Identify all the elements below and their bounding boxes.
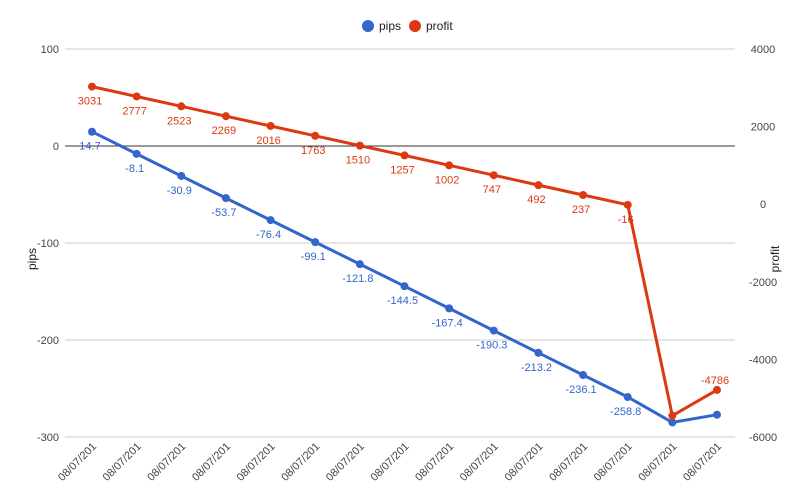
profit-data-label: 1510 [346,155,370,167]
pips-point [177,171,186,180]
pips-point [132,149,141,158]
profit-data-label: 2777 [122,105,146,117]
pips-point [623,393,632,402]
pips-point [355,260,364,269]
pips-data-label: -236.1 [565,384,596,396]
profit-point [400,151,409,160]
x-axis-ticks: 08/07/201 08/07/201 08/07/201 08/07/201 08/0… [56,441,724,484]
profit-point [177,102,186,111]
x-tick-label: 08/07/201 [681,441,724,484]
profit-point [88,82,96,91]
profit-point [579,191,588,200]
profit-data-label: -16 [618,214,634,226]
pips-point [221,194,230,203]
left-tick-label: 0 [53,141,59,153]
profit-data-label: 2016 [256,135,280,147]
profit-data-label: 2523 [167,115,191,127]
profit-point [445,161,454,170]
pips-point [713,410,721,419]
x-tick-label: 08/07/201 [101,441,144,484]
profit-point [534,181,543,190]
pips-point [668,418,677,427]
x-tick-label: 08/07/201 [592,441,635,484]
pips-point [489,326,498,335]
pips-data-label: -213.2 [521,362,552,374]
x-tick-label: 08/07/201 [190,441,233,484]
pips-point [266,216,275,225]
pips-data-label: -53.7 [211,207,236,219]
legend-pips-marker [362,20,374,32]
x-tick-label: 08/07/201 [636,441,679,484]
profit-data-label: -4786 [701,375,729,387]
x-tick-label: 08/07/201 [145,441,188,484]
pips-point [534,348,543,357]
profit-point [623,200,632,209]
right-tick-label: 4000 [751,44,775,56]
pips-data-label: -121.8 [342,273,373,285]
profit-data-label: 1257 [390,164,414,176]
profit-point [132,92,141,101]
pips-point [88,127,96,136]
profit-data-label: 492 [527,194,545,206]
right-tick-label: -2000 [749,277,777,289]
profit-point [311,131,320,140]
pips-data-label: -99.1 [301,251,326,263]
profit-point [355,141,364,150]
pips-point [579,371,588,380]
pips-data-label: -167.4 [432,317,463,329]
x-tick-label: 08/07/201 [235,441,278,484]
pips-data-label: -8.1 [125,163,144,175]
pips-point [311,238,320,247]
pips-data-label: -144.5 [387,295,418,307]
profit-point [713,385,721,394]
profit-line [91,85,718,418]
pips-data-label: -258.8 [610,406,641,418]
x-tick-label: 08/07/201 [547,441,590,484]
profit-point [668,411,677,420]
right-tick-label: 0 [760,199,766,211]
right-axis-ticks: 4000 2000 0 -2000 -4000 -6000 [749,44,777,444]
left-tick-label: 100 [41,44,59,56]
legend-profit-marker [409,20,421,32]
x-tick-label: 08/07/201 [324,441,367,484]
legend-pips-label: pips [379,19,401,33]
x-tick-label: 08/07/201 [56,441,99,484]
right-axis-title: profit [768,245,782,272]
gridlines [65,48,735,438]
x-tick-label: 08/07/201 [502,441,545,484]
right-tick-label: -4000 [749,354,777,366]
pips-data-label: -76.4 [256,229,281,241]
left-tick-label: -200 [37,335,59,347]
profit-data-label: 237 [572,204,590,216]
left-tick-label: -100 [37,238,59,250]
pips-data-label: -30.9 [167,185,192,197]
profit-data-label: 1002 [435,174,459,186]
profit-data-label: 3031 [78,96,102,108]
profit-data-label: 747 [483,184,501,196]
profit-point [489,171,498,180]
pips-data-label: 14.7 [79,141,100,153]
right-tick-label: -6000 [749,432,777,444]
profit-data-label: 2269 [212,125,236,137]
x-tick-label: 08/07/201 [369,441,412,484]
left-axis-title: pips [25,248,39,270]
pips-point [445,304,454,313]
x-tick-label: 08/07/201 [279,441,322,484]
profit-data-label: 1763 [301,145,325,157]
left-tick-label: -300 [37,432,59,444]
profit-point [221,112,230,121]
series-layer: 14.7 -8.1 -30.9 -53.7 -76.4 -99.1 -121.8 -144.5… [78,82,729,427]
left-axis-ticks: 100 0 -100 -200 -300 [37,44,59,444]
pips-point [400,282,409,291]
right-tick-label: 2000 [751,122,775,134]
legend: pips profit [362,19,453,33]
pips-data-label: -190.3 [476,340,507,352]
profit-point [266,121,275,130]
x-tick-label: 08/07/201 [413,441,456,484]
x-tick-label: 08/07/201 [458,441,501,484]
legend-profit-label: profit [426,19,453,33]
